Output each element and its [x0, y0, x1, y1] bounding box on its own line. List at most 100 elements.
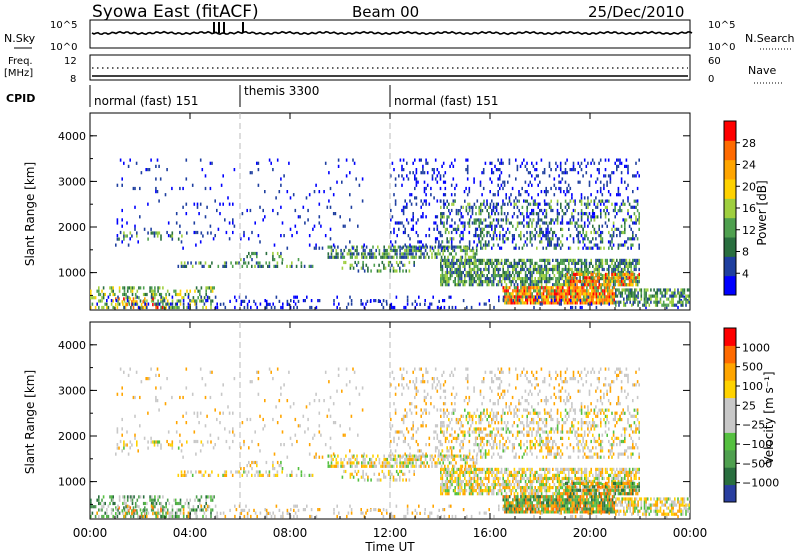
power-cell: [186, 231, 188, 235]
power-cell: [135, 161, 138, 165]
colorbar-tick-label: 4: [742, 267, 749, 280]
velocity-cell: [481, 492, 484, 496]
power-cell: [412, 255, 414, 259]
power-cell: [348, 248, 350, 253]
power-cell: [579, 292, 582, 296]
power-cell: [455, 208, 458, 213]
power-cell: [512, 289, 514, 293]
power-cell: [439, 252, 441, 256]
velocity-cell: [504, 479, 506, 484]
power-cell: [525, 301, 527, 305]
power-cell: [581, 301, 583, 305]
velocity-cell: [470, 467, 472, 471]
power-cell: [574, 261, 576, 265]
velocity-cell: [507, 476, 509, 481]
velocity-cell: [456, 479, 458, 484]
power-cell: [608, 218, 610, 222]
power-cell: [517, 295, 519, 299]
power-cell: [489, 161, 491, 165]
velocity-cell: [552, 492, 554, 496]
power-cell: [595, 301, 598, 305]
power-cell: [166, 168, 168, 172]
power-cell: [561, 283, 564, 287]
power-cell: [543, 221, 546, 225]
velocity-cell: [539, 486, 541, 490]
velocity-cell: [472, 470, 474, 474]
power-cell: [499, 237, 501, 241]
colorbar-swatch: [724, 121, 736, 141]
power-cell: [424, 245, 427, 249]
power-cell: [583, 202, 586, 206]
power-cell: [601, 264, 604, 268]
power-cell: [471, 255, 473, 259]
power-cell: [446, 237, 448, 241]
power-cell: [598, 258, 600, 262]
power-cell: [468, 205, 471, 209]
power-cell: [243, 261, 245, 265]
velocity-cell: [437, 454, 440, 458]
power-cell: [620, 279, 623, 283]
power-cell: [406, 205, 408, 209]
power-cell: [520, 277, 522, 281]
power-cell: [620, 270, 623, 275]
power-cell: [297, 215, 300, 219]
power-cell: [529, 171, 531, 175]
power-cell: [468, 218, 471, 222]
power-cell: [529, 212, 531, 216]
power-cell: [526, 209, 528, 213]
power-cell: [199, 158, 202, 162]
velocity-cell: [123, 446, 125, 450]
velocity-cell: [460, 479, 463, 484]
power-cell: [446, 221, 448, 225]
velocity-cell: [133, 495, 135, 499]
velocity-cell: [442, 461, 444, 465]
power-cell: [492, 270, 495, 275]
power-cell: [268, 261, 271, 265]
power-cell: [504, 202, 506, 206]
power-cell: [416, 302, 418, 306]
power-cell: [633, 205, 636, 209]
power-cell: [276, 251, 279, 256]
power-cell: [534, 280, 536, 284]
power-cell: [152, 231, 154, 235]
power-cell: [686, 300, 689, 304]
power-cell: [527, 193, 530, 197]
power-cell: [579, 199, 581, 203]
velocity-cell: [160, 509, 162, 513]
power-cell: [616, 264, 618, 268]
power-cell: [149, 286, 151, 290]
power-cell: [571, 305, 574, 310]
velocity-cell: [449, 479, 452, 484]
power-cell: [591, 212, 594, 216]
velocity-cell: [391, 457, 393, 462]
power-cell: [268, 158, 271, 162]
velocity-cell: [153, 440, 156, 444]
power-cell: [548, 164, 551, 168]
power-cell: [106, 302, 108, 306]
power-cell: [454, 261, 456, 265]
power-cell: [542, 295, 545, 299]
power-cell: [373, 252, 376, 256]
power-cell: [540, 258, 543, 262]
velocity-cell: [260, 473, 263, 477]
power-cell: [557, 295, 559, 299]
power-cell: [459, 261, 461, 265]
power-cell: [527, 202, 530, 206]
power-cell: [555, 283, 557, 287]
velocity-cell: [528, 476, 530, 481]
power-cell: [233, 224, 236, 228]
power-cell: [549, 295, 551, 299]
velocity-cell: [194, 508, 196, 512]
velocity-cell: [123, 443, 125, 447]
power-cell: [507, 295, 509, 299]
power-cell: [439, 186, 442, 191]
power-cell: [545, 283, 548, 287]
velocity-cell: [497, 479, 500, 484]
power-cell: [290, 299, 292, 303]
power-cell: [117, 302, 119, 306]
power-cell: [553, 301, 556, 305]
power-cell: [561, 209, 564, 213]
velocity-cell: [491, 489, 493, 493]
power-cell: [654, 294, 657, 298]
power-cell: [391, 263, 393, 267]
